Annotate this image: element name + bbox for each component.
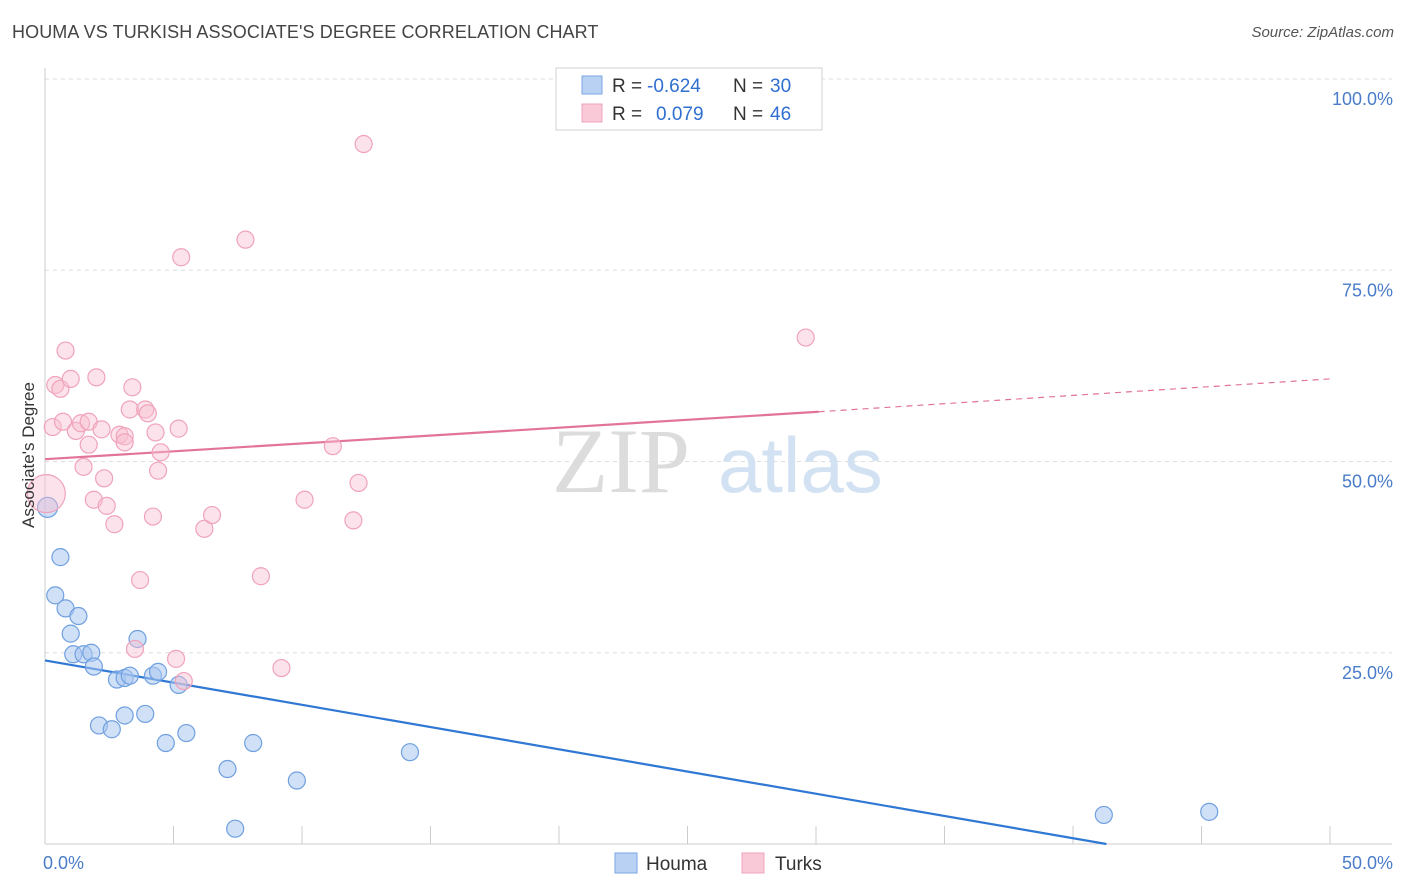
axes xyxy=(44,68,1392,845)
legend-n-label-turks: N = xyxy=(733,104,763,125)
turks-point xyxy=(272,658,291,678)
turks-trendline xyxy=(44,410,819,461)
houma-point xyxy=(218,759,237,779)
source-label: Source: ZipAtlas.com xyxy=(1251,24,1394,41)
houma-point xyxy=(102,720,121,739)
turks-point xyxy=(26,474,66,514)
houma-point xyxy=(46,586,65,605)
turks-point xyxy=(166,649,186,668)
turks-point xyxy=(349,473,368,493)
houma-point xyxy=(400,743,420,762)
turks-point xyxy=(138,404,157,423)
chart-title: HOUMA VS TURKISH ASSOCIATE'S DEGREE CORR… xyxy=(12,22,599,42)
legend-n-value-turks: 46 xyxy=(770,104,791,125)
houma-point xyxy=(136,704,155,724)
houma-point xyxy=(226,819,245,838)
turks-point xyxy=(146,423,165,442)
x-tick-label-min: 0.0% xyxy=(43,853,84,873)
houma-point xyxy=(148,662,168,681)
turks-point xyxy=(125,639,145,659)
turks-point xyxy=(115,427,134,446)
houma-point xyxy=(84,657,103,676)
houma-point xyxy=(1200,802,1219,821)
turks-point xyxy=(53,412,73,431)
turks-point xyxy=(143,507,163,526)
turks-point xyxy=(148,461,168,480)
legend-swatch-houma xyxy=(581,75,603,95)
series-legend-label-turks: Turks xyxy=(775,854,822,875)
houma-point xyxy=(287,771,306,790)
houma-point xyxy=(156,733,175,753)
turks-point xyxy=(87,368,106,387)
turks-point xyxy=(174,671,193,691)
grid xyxy=(45,78,1392,654)
houma-point xyxy=(177,723,196,743)
y-axis-label: Associate's Degree xyxy=(19,382,38,528)
houma-point xyxy=(51,548,70,567)
turks-point xyxy=(61,369,80,388)
turks-point xyxy=(92,420,111,439)
turks-point xyxy=(74,457,93,476)
trendlines xyxy=(44,378,1331,846)
turks-point xyxy=(195,519,214,538)
stats-legend: R = -0.624 N = 30 R = 0.079 N = 46 xyxy=(555,67,823,131)
turks-point xyxy=(97,496,116,515)
y-tick-label: 100.0% xyxy=(1332,89,1393,109)
turks-point xyxy=(123,378,142,397)
turks-point xyxy=(79,435,98,454)
houma-point xyxy=(120,666,139,685)
tick-labels: 25.0% 50.0% 75.0% 100.0% 0.0% 50.0% xyxy=(43,89,1393,873)
turks-point xyxy=(796,328,815,347)
series-legend-swatch-houma xyxy=(614,852,638,874)
legend-n-value-houma: 30 xyxy=(770,76,791,97)
turks-point xyxy=(56,341,75,360)
turks-point xyxy=(130,570,150,590)
y-tick-label: 25.0% xyxy=(1342,663,1393,683)
houma-point xyxy=(61,624,80,643)
legend-r-value-houma: -0.624 xyxy=(647,76,701,97)
turks-point xyxy=(354,134,373,154)
turks-point xyxy=(323,437,342,456)
data-points xyxy=(26,134,1219,838)
turks-point xyxy=(169,419,188,438)
watermark-atlas: atlas xyxy=(718,421,883,509)
turks-point xyxy=(71,414,91,433)
y-tick-label: 50.0% xyxy=(1342,472,1393,492)
houma-point xyxy=(1094,805,1113,825)
turks-trendline-extension xyxy=(818,378,1331,413)
legend-swatch-turks xyxy=(581,103,603,123)
legend-r-label-turks: R = xyxy=(612,104,642,125)
houma-trendline xyxy=(44,659,1107,846)
turks-point xyxy=(236,230,255,249)
turks-point xyxy=(151,443,170,462)
turks-point xyxy=(295,490,314,509)
y-tick-label: 75.0% xyxy=(1342,280,1393,300)
houma-point xyxy=(244,733,263,753)
turks-point xyxy=(105,515,124,534)
series-legend-swatch-turks xyxy=(741,852,765,874)
legend-r-value-turks: 0.079 xyxy=(656,104,704,125)
turks-point xyxy=(120,400,139,419)
houma-point xyxy=(69,606,88,626)
turks-point xyxy=(251,567,270,586)
watermark-zip: ZIP xyxy=(552,410,690,512)
turks-point xyxy=(202,505,222,525)
turks-point xyxy=(95,469,114,488)
turks-point xyxy=(115,433,134,452)
turks-point xyxy=(43,417,62,437)
legend-n-label-houma: N = xyxy=(733,76,763,97)
series-legend-label-houma: Houma xyxy=(646,854,708,875)
x-tick-label-max: 50.0% xyxy=(1342,853,1393,873)
turks-point xyxy=(172,248,191,267)
houma-point xyxy=(115,706,134,725)
legend-r-label-houma: R = xyxy=(612,76,642,97)
turks-point xyxy=(344,511,363,530)
series-legend: Houma Turks xyxy=(614,852,822,875)
